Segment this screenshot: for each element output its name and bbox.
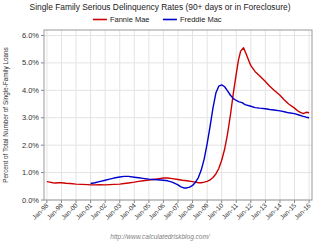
- legend-label: Freddie Mac: [180, 15, 222, 24]
- grid-line: [192, 30, 193, 200]
- tick-label: 1.0%: [22, 168, 39, 177]
- tick-label: 2.0%: [22, 141, 39, 150]
- grid-line: [178, 30, 179, 200]
- series-line: [47, 48, 309, 185]
- tick-label: 6.0%: [22, 31, 39, 40]
- grid-line: [148, 30, 149, 200]
- grid-line: [236, 30, 237, 200]
- grid-line: [221, 30, 222, 200]
- legend-label: Fannie Mae: [110, 15, 150, 24]
- plot-frame: [44, 30, 312, 200]
- grid-line: [265, 30, 266, 200]
- grid-line: [105, 30, 106, 200]
- tick-label: Jan-16: [293, 201, 312, 220]
- series-line: [91, 85, 309, 188]
- title: Single Family Serious Delinquency Rates …: [30, 2, 291, 12]
- tick-label: 3.0%: [22, 113, 39, 122]
- grid-line: [76, 30, 77, 200]
- grid-line: [279, 30, 280, 200]
- grid-line: [134, 30, 135, 200]
- tick-label: 0.0%: [22, 196, 39, 205]
- legend-swatch: [163, 19, 177, 21]
- grid-line: [163, 30, 164, 200]
- tick-label: 4.0%: [22, 86, 39, 95]
- grid-line: [309, 30, 310, 200]
- tick-label: 5.0%: [22, 58, 39, 67]
- grid-line: [61, 30, 62, 200]
- annotation: http://www.calculatedriskblog.com/: [110, 233, 211, 241]
- grid: [44, 30, 312, 200]
- legend: Fannie Mae Freddie Mac: [93, 15, 222, 24]
- axis-title: Percent of Total Number of Single-Family…: [2, 47, 10, 183]
- grid-line: [119, 30, 120, 200]
- legend-swatch: [93, 19, 107, 21]
- plot-background: [44, 30, 312, 200]
- grid-line: [250, 30, 251, 200]
- grid-line: [90, 30, 91, 200]
- grid-line: [294, 30, 295, 200]
- axes: 0.0%1.0%2.0%3.0%4.0%5.0%6.0%Jan-98Jan-99…: [22, 31, 312, 221]
- grid-line: [207, 30, 208, 200]
- grid-line: [46, 30, 47, 200]
- series-group: [47, 48, 309, 188]
- chart: Single Family Serious Delinquency Rates …: [0, 0, 320, 242]
